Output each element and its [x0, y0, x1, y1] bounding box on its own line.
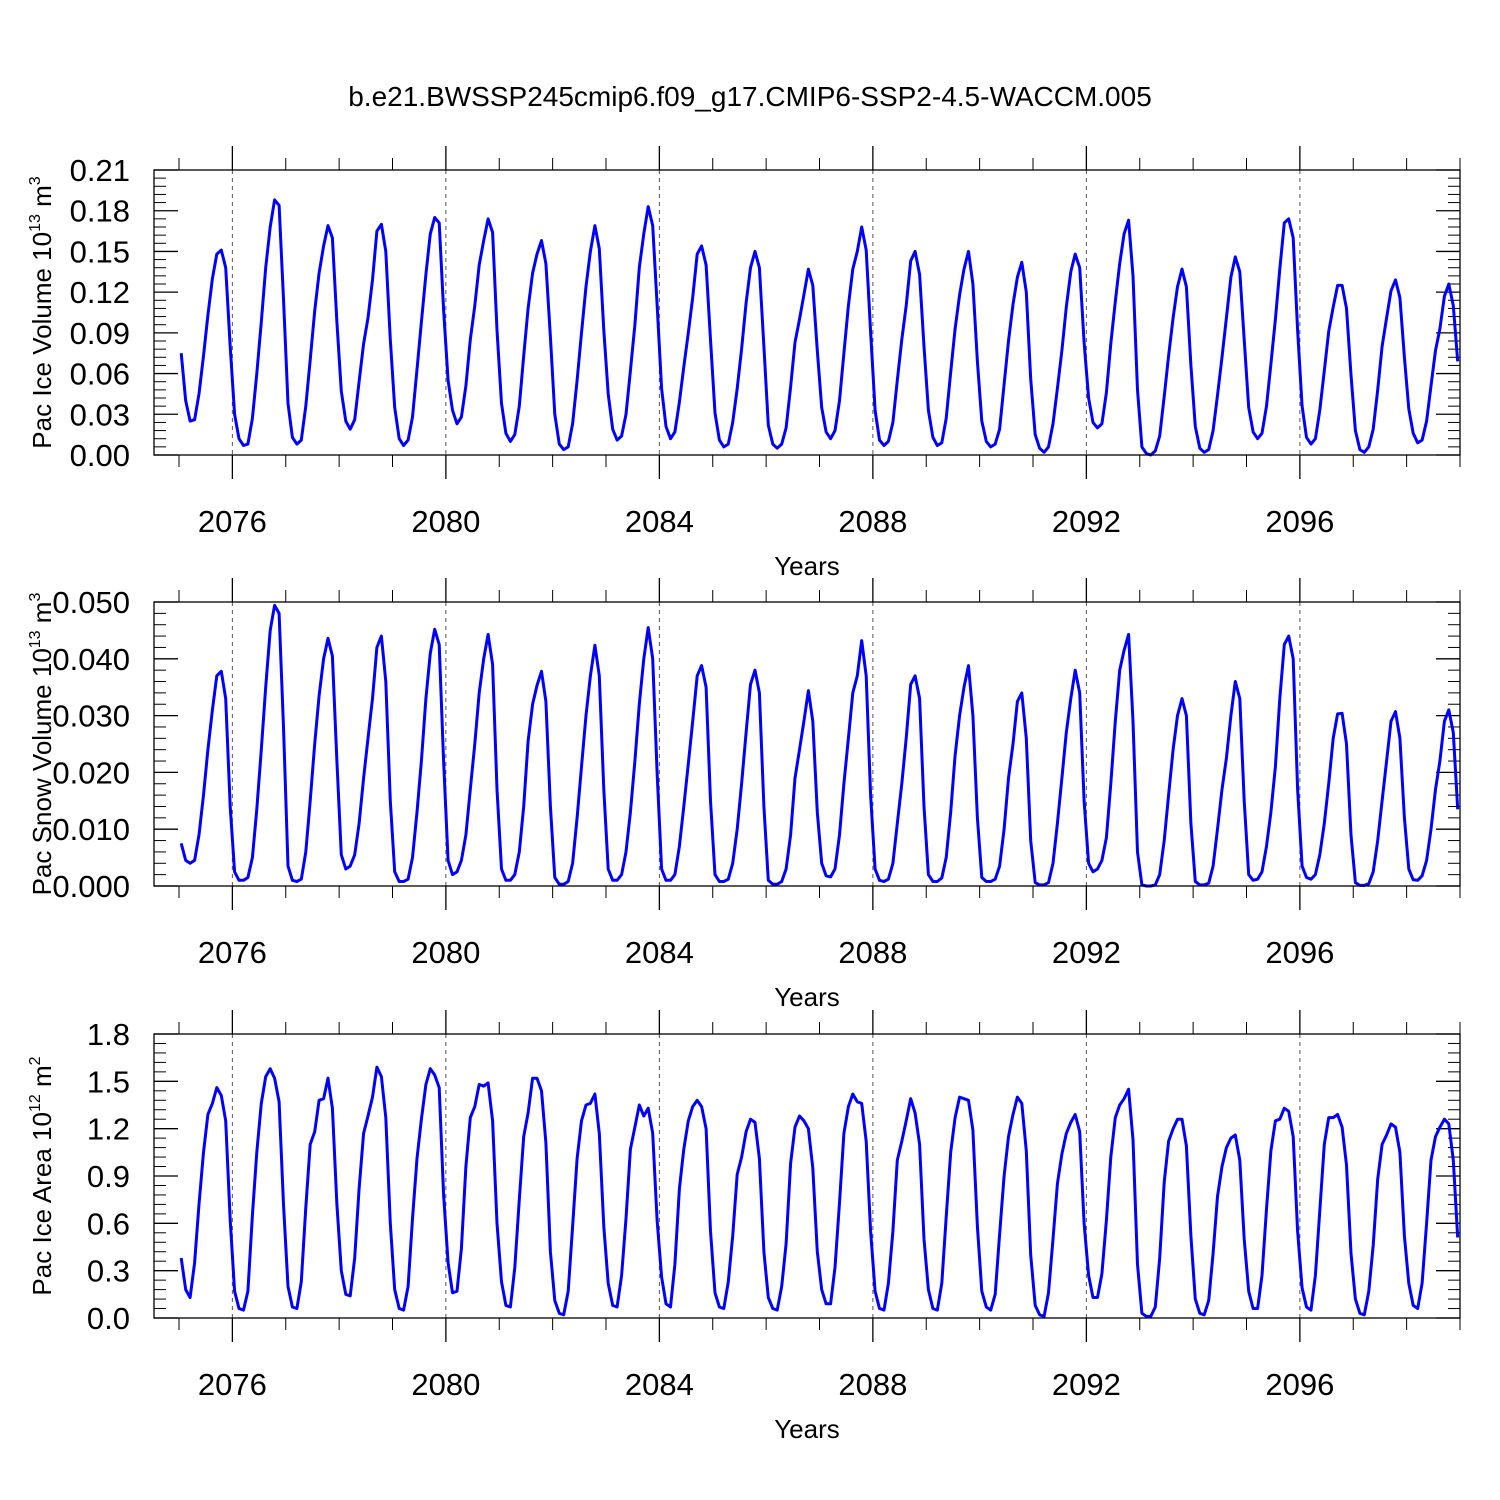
x-tick-label: 2092: [1052, 1367, 1121, 1402]
plot-frame: [153, 169, 1461, 456]
y-tick-label: 0.040: [52, 642, 130, 677]
y-tick-label: 0.12: [70, 275, 130, 310]
y-tick-label: 1.8: [87, 1017, 130, 1052]
x-tick-label: 2076: [198, 504, 267, 539]
x-tick-label: 2088: [838, 504, 907, 539]
y-tick-label: 0.18: [70, 194, 130, 229]
y-label-text: Pac Ice Area 10: [27, 1112, 57, 1296]
y-tick-label: 0.000: [52, 869, 130, 904]
panel-ice-volume: 0.00 0.03 0.06 0.09 0.12 0.15 0.18 0.21 2076 208…: [27, 146, 1461, 581]
x-tick-label: 2076: [198, 1367, 267, 1402]
y-axis-ticks: 0.00 0.03 0.06 0.09 0.12 0.15 0.18 0.21: [70, 153, 1460, 473]
x-tick-label: 2076: [198, 935, 267, 970]
y-axis-label: Pac Snow Volume 1013 m3: [27, 593, 57, 896]
y-label-exponent: 13: [27, 214, 44, 232]
x-axis-ticks: 2076 2080 2084 2088 2092 2096: [178, 146, 1461, 539]
x-tick-label: 2092: [1052, 935, 1121, 970]
y-label-exponent: 12: [27, 1094, 44, 1112]
x-tick-label: 2088: [838, 935, 907, 970]
x-tick-label: 2096: [1265, 1367, 1334, 1402]
y-tick-label: 1.2: [87, 1112, 130, 1147]
series-line-ice-area: [179, 1065, 1460, 1318]
figure-title: b.e21.BWSSP245cmip6.f09_g17.CMIP6-SSP2-4…: [348, 81, 1152, 112]
plot-frame: [153, 601, 1461, 887]
y-axis-ticks: 0.0 0.3 0.6 0.9 1.2 1.5 1.8: [87, 1017, 1460, 1336]
x-axis-label: Years: [774, 1414, 840, 1444]
y-tick-label: 0.15: [70, 234, 130, 269]
x-tick-label: 2084: [625, 935, 694, 970]
y-label-unit: m: [27, 602, 57, 631]
x-axis-label: Years: [774, 551, 840, 581]
x-tick-label: 2096: [1265, 935, 1334, 970]
y-label-text: Pac Snow Volume 10: [27, 648, 57, 895]
y-tick-label: 0.020: [52, 755, 130, 790]
y-label-unit: m: [27, 185, 57, 214]
series-line-snow-volume: [179, 603, 1460, 888]
y-label-unit-exponent: 3: [27, 176, 44, 185]
y-label-exponent: 13: [27, 630, 44, 648]
y-axis-label: Pac Ice Volume 1013 m3: [27, 176, 57, 449]
y-tick-label: 0.010: [52, 812, 130, 847]
x-tick-label: 2096: [1265, 504, 1334, 539]
plot-frame: [153, 1033, 1461, 1319]
y-label-text: Pac Ice Volume 10: [27, 232, 57, 449]
y-tick-label: 0.06: [70, 357, 130, 392]
y-tick-label: 0.09: [70, 316, 130, 351]
y-tick-label: 0.050: [52, 585, 130, 620]
x-tick-label: 2080: [411, 935, 480, 970]
y-tick-label: 0.6: [87, 1206, 130, 1241]
y-axis-label: Pac Ice Area 1012 m2: [27, 1056, 57, 1295]
x-axis-label: Years: [774, 982, 840, 1012]
y-label-unit: m: [27, 1065, 57, 1094]
y-label-unit-exponent: 2: [27, 1056, 44, 1065]
x-axis-ticks: 2076 2080 2084 2088 2092 2096: [178, 578, 1461, 970]
x-tick-label: 2080: [411, 1367, 480, 1402]
y-tick-label: 0.21: [70, 153, 130, 188]
y-tick-label: 1.5: [87, 1064, 130, 1099]
y-tick-label: 0.0: [87, 1301, 130, 1336]
y-tick-label: 0.03: [70, 397, 130, 432]
x-tick-label: 2092: [1052, 504, 1121, 539]
y-tick-label: 0.9: [87, 1159, 130, 1194]
series-line-ice-volume: [179, 198, 1460, 457]
x-tick-label: 2084: [625, 1367, 694, 1402]
y-label-unit-exponent: 3: [27, 593, 44, 602]
y-tick-label: 0.3: [87, 1254, 130, 1289]
x-tick-label: 2080: [411, 504, 480, 539]
y-tick-label: 0.030: [52, 699, 130, 734]
x-tick-label: 2088: [838, 1367, 907, 1402]
y-tick-label: 0.00: [70, 438, 130, 473]
panel-ice-area: 0.00.30.60.91.21.51.8 2076 2080 2084 2088 20…: [27, 1010, 1461, 1444]
x-tick-label: 2084: [625, 504, 694, 539]
x-axis-ticks: 2076 2080 2084 2088 2092 2096: [178, 1010, 1461, 1402]
